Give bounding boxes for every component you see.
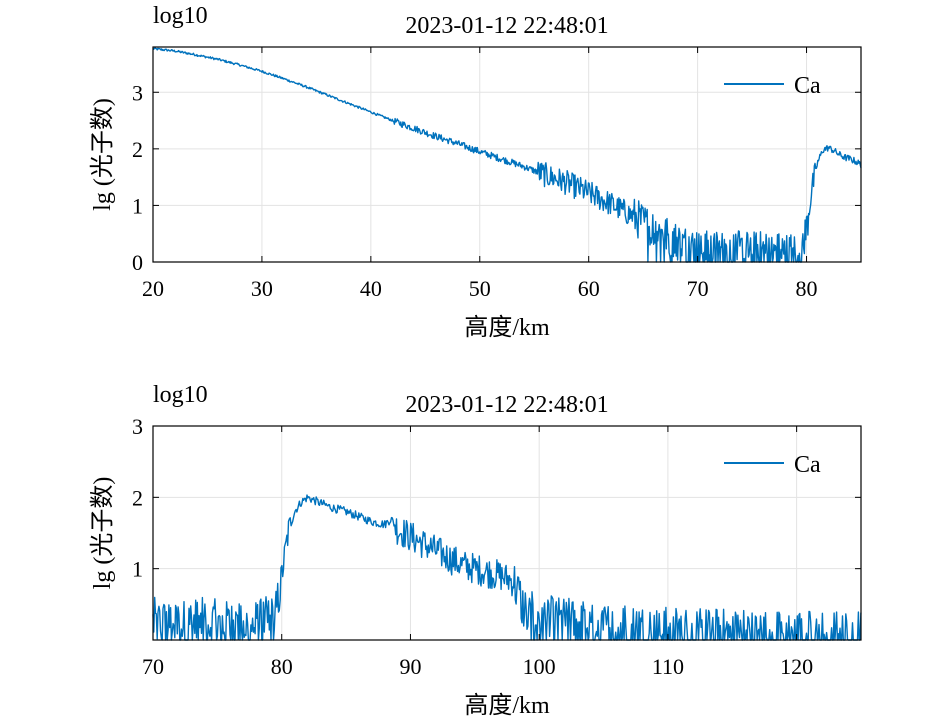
axis-exponent-label: log10 — [153, 3, 208, 29]
plot-area — [153, 426, 861, 640]
x-tick-label: 120 — [780, 654, 813, 679]
x-tick-label: 90 — [399, 654, 421, 679]
y-tick-label: 0 — [132, 250, 143, 275]
axis-exponent-label: log10 — [153, 382, 208, 408]
x-tick-label: 60 — [578, 276, 600, 301]
x-tick-label: 80 — [796, 276, 818, 301]
y-tick-label: 2 — [132, 485, 143, 510]
x-tick-label: 70 — [687, 276, 709, 301]
legend-label-ca: Ca — [794, 73, 821, 99]
axes-box — [152, 425, 862, 641]
y-tick-label: 2 — [132, 137, 143, 162]
y-tick-label: 3 — [132, 414, 143, 439]
y-axis-label: lg (光子数) — [89, 98, 116, 211]
series-line-ca — [152, 47, 862, 263]
y-tick-label: 1 — [132, 193, 143, 218]
x-tick-label: 80 — [271, 654, 293, 679]
chart-1 — [152, 46, 862, 263]
x-tick-label: 30 — [251, 276, 273, 301]
x-axis-label: 高度/km — [464, 314, 550, 341]
y-axis-label: lg (光子数) — [89, 477, 116, 590]
y-tick-label: 3 — [132, 80, 143, 105]
chart-title: 2023-01-12 22:48:01 — [405, 392, 608, 418]
x-tick-label: 50 — [469, 276, 491, 301]
chart-2 — [152, 425, 862, 641]
x-tick-label: 100 — [523, 654, 556, 679]
x-tick-label: 20 — [142, 276, 164, 301]
x-tick-label: 40 — [360, 276, 382, 301]
x-tick-label: 110 — [652, 654, 684, 679]
x-tick-label: 70 — [142, 654, 164, 679]
legend-label-ca: Ca — [794, 452, 821, 478]
plot-area — [153, 47, 861, 262]
x-axis-label: 高度/km — [464, 692, 550, 719]
y-tick-label: 1 — [132, 557, 143, 582]
axes-box — [152, 46, 862, 263]
chart-title: 2023-01-12 22:48:01 — [405, 13, 608, 39]
